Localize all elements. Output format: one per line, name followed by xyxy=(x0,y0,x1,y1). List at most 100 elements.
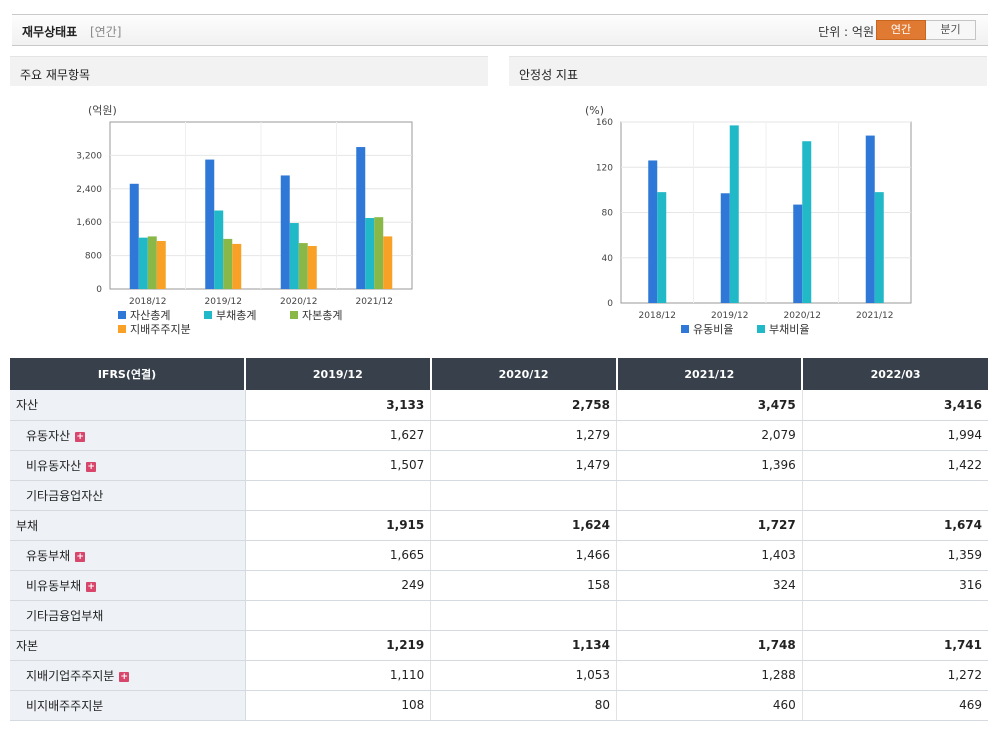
value-cell: 1,110 xyxy=(245,660,432,691)
value-cell: 1,134 xyxy=(430,630,617,661)
x-tick-label: 2021/12 xyxy=(356,297,393,307)
bar xyxy=(356,147,366,289)
bar xyxy=(374,217,384,289)
bar xyxy=(648,160,658,303)
legend-swatch xyxy=(681,325,689,333)
bar xyxy=(223,238,233,289)
bar xyxy=(729,125,739,303)
row-label: 기타금융업자산 xyxy=(26,488,104,503)
bar xyxy=(205,159,215,289)
expand-plus-icon[interactable]: + xyxy=(86,581,97,592)
value-cell: 158 xyxy=(430,570,617,601)
quarter-button[interactable]: 분기 xyxy=(926,20,976,40)
value-cell: 1,279 xyxy=(430,420,617,451)
value-cell: 460 xyxy=(616,690,803,721)
y-tick-label: 80 xyxy=(602,209,614,219)
expand-plus-icon[interactable]: + xyxy=(75,431,86,442)
section-header: 재무상태표 [연간] 단위 : 억원 연간 분기 xyxy=(12,14,988,46)
legend-swatch xyxy=(757,325,765,333)
bar xyxy=(307,245,317,289)
table-row: 비유동부채 +249 158 324 316 xyxy=(10,570,988,601)
expand-plus-icon[interactable]: + xyxy=(75,551,86,562)
main-financials-chart: (억원) 0 800 1,600 2,400 3,200 2018/12 2019/12 202… xyxy=(76,104,413,336)
stability-panel: 안정성 지표 (%) 0 40 80 120 160 2018/12 2019/12 2020/… xyxy=(509,56,987,356)
expand-plus-icon[interactable]: + xyxy=(119,671,130,682)
legend-label: 부채비율 xyxy=(769,323,809,336)
bar xyxy=(802,141,812,303)
legend-swatch xyxy=(290,311,298,319)
row-label-cell: 자산 xyxy=(10,390,246,421)
value-cell: 2,758 xyxy=(430,390,617,421)
bar xyxy=(298,243,308,289)
y-tick-label: 1,600 xyxy=(76,218,102,228)
row-label: 비지배주주지분 xyxy=(26,698,104,713)
x-tick-label: 2019/12 xyxy=(711,311,748,321)
annual-button[interactable]: 연간 xyxy=(876,20,926,40)
row-label: 비유동자산 xyxy=(26,458,82,473)
expand-plus-icon[interactable]: + xyxy=(86,461,97,472)
x-tick-label: 2021/12 xyxy=(856,311,893,321)
value-cell: 108 xyxy=(245,690,432,721)
y-tick-label: 0 xyxy=(96,285,102,295)
table-row: 자산 3,133 2,758 3,475 3,416 xyxy=(10,390,988,421)
value-cell xyxy=(616,600,803,631)
bar xyxy=(657,192,667,303)
row-label-cell: 부채 xyxy=(10,510,246,541)
bar xyxy=(147,236,157,289)
row-label: 자본 xyxy=(16,638,39,653)
y-tick-label: 3,200 xyxy=(76,151,102,161)
value-cell: 1,466 xyxy=(430,540,617,571)
y-tick-label: 2,400 xyxy=(76,185,102,195)
value-cell xyxy=(802,600,988,631)
row-label: 유동자산 xyxy=(26,428,71,443)
value-cell: 1,994 xyxy=(802,420,988,451)
bar xyxy=(793,204,803,303)
balance-sheet-table: IFRS(연결) 2019/12 2020/12 2021/12 2022/03… xyxy=(10,358,988,721)
row-label-cell: 지배기업주주지분 + xyxy=(10,660,246,691)
bar xyxy=(138,237,148,289)
value-cell: 1,748 xyxy=(616,630,803,661)
value-cell: 1,741 xyxy=(802,630,988,661)
bar xyxy=(874,192,884,303)
value-cell xyxy=(245,480,432,511)
value-cell: 1,624 xyxy=(430,510,617,541)
table-row: 지배기업주주지분 +1,110 1,053 1,288 1,272 xyxy=(10,660,988,691)
legend-label: 지배주주지분 xyxy=(130,323,191,336)
value-cell: 1,727 xyxy=(616,510,803,541)
value-cell: 3,416 xyxy=(802,390,988,421)
legend-swatch xyxy=(118,311,126,319)
legend-label: 유동비율 xyxy=(693,323,733,336)
unit-label: 단위 : 억원 xyxy=(818,25,874,39)
table-row: 비지배주주지분 108 80 460 469 xyxy=(10,690,988,721)
value-cell xyxy=(430,480,617,511)
bar xyxy=(365,218,375,289)
value-cell: 1,422 xyxy=(802,450,988,481)
value-cell: 1,053 xyxy=(430,660,617,691)
table-corner-header: IFRS(연결) xyxy=(10,358,246,390)
value-cell: 2,079 xyxy=(616,420,803,451)
row-label-cell: 유동부채 + xyxy=(10,540,246,571)
value-cell: 1,627 xyxy=(245,420,432,451)
value-cell: 80 xyxy=(430,690,617,721)
bar xyxy=(232,243,242,289)
bar xyxy=(214,210,224,289)
stability-chart: (%) 0 40 80 120 160 2018/12 2019/12 2020/12 2021/… xyxy=(585,104,912,336)
row-label: 지배기업주주지분 xyxy=(26,668,115,683)
value-cell xyxy=(802,480,988,511)
legend-swatch xyxy=(204,311,212,319)
row-label-cell: 유동자산 + xyxy=(10,420,246,451)
row-label-cell: 기타금융업부채 xyxy=(10,600,246,631)
main-financials-panel: 주요 재무항목 (억원) 0 800 1,600 2,400 3,200 2018/12 20… xyxy=(10,56,488,356)
table-row: 비유동자산 +1,507 1,479 1,396 1,422 xyxy=(10,450,988,481)
bar xyxy=(383,236,393,289)
legend-label: 자산총계 xyxy=(130,309,170,322)
value-cell xyxy=(430,600,617,631)
legend-swatch xyxy=(118,325,126,333)
row-label: 유동부채 xyxy=(26,548,71,563)
value-cell: 316 xyxy=(802,570,988,601)
bar xyxy=(156,240,166,289)
value-cell: 1,272 xyxy=(802,660,988,691)
value-cell: 1,479 xyxy=(430,450,617,481)
period-subtitle: [연간] xyxy=(90,25,122,39)
bar xyxy=(720,193,730,303)
